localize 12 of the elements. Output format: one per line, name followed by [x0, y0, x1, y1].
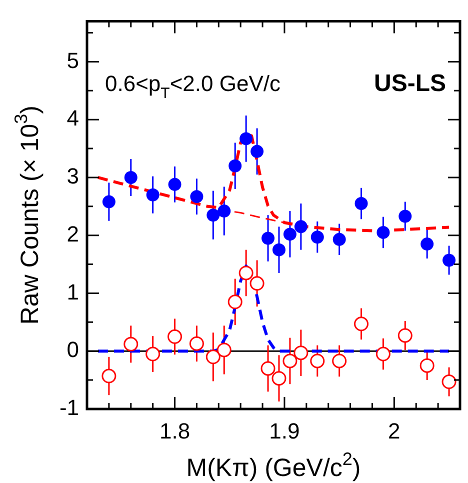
y-tick-label: 2 [66, 221, 79, 246]
y-tick-label: 0 [66, 337, 79, 362]
x-tick-label: 2 [388, 418, 400, 444]
y-tick-label: 1 [66, 279, 79, 304]
y-axis-title: Raw Counts (× 103) [10, 106, 44, 325]
x-tick-label: 1.9 [269, 418, 300, 444]
y-tick-label: 4 [66, 106, 79, 131]
x-tick-label: 1.8 [159, 418, 190, 444]
y-tick-label: -1 [59, 395, 79, 420]
y-tick-label: 5 [66, 48, 79, 73]
y-tick-label: 3 [66, 164, 79, 189]
annotation: US-LS [374, 70, 446, 98]
